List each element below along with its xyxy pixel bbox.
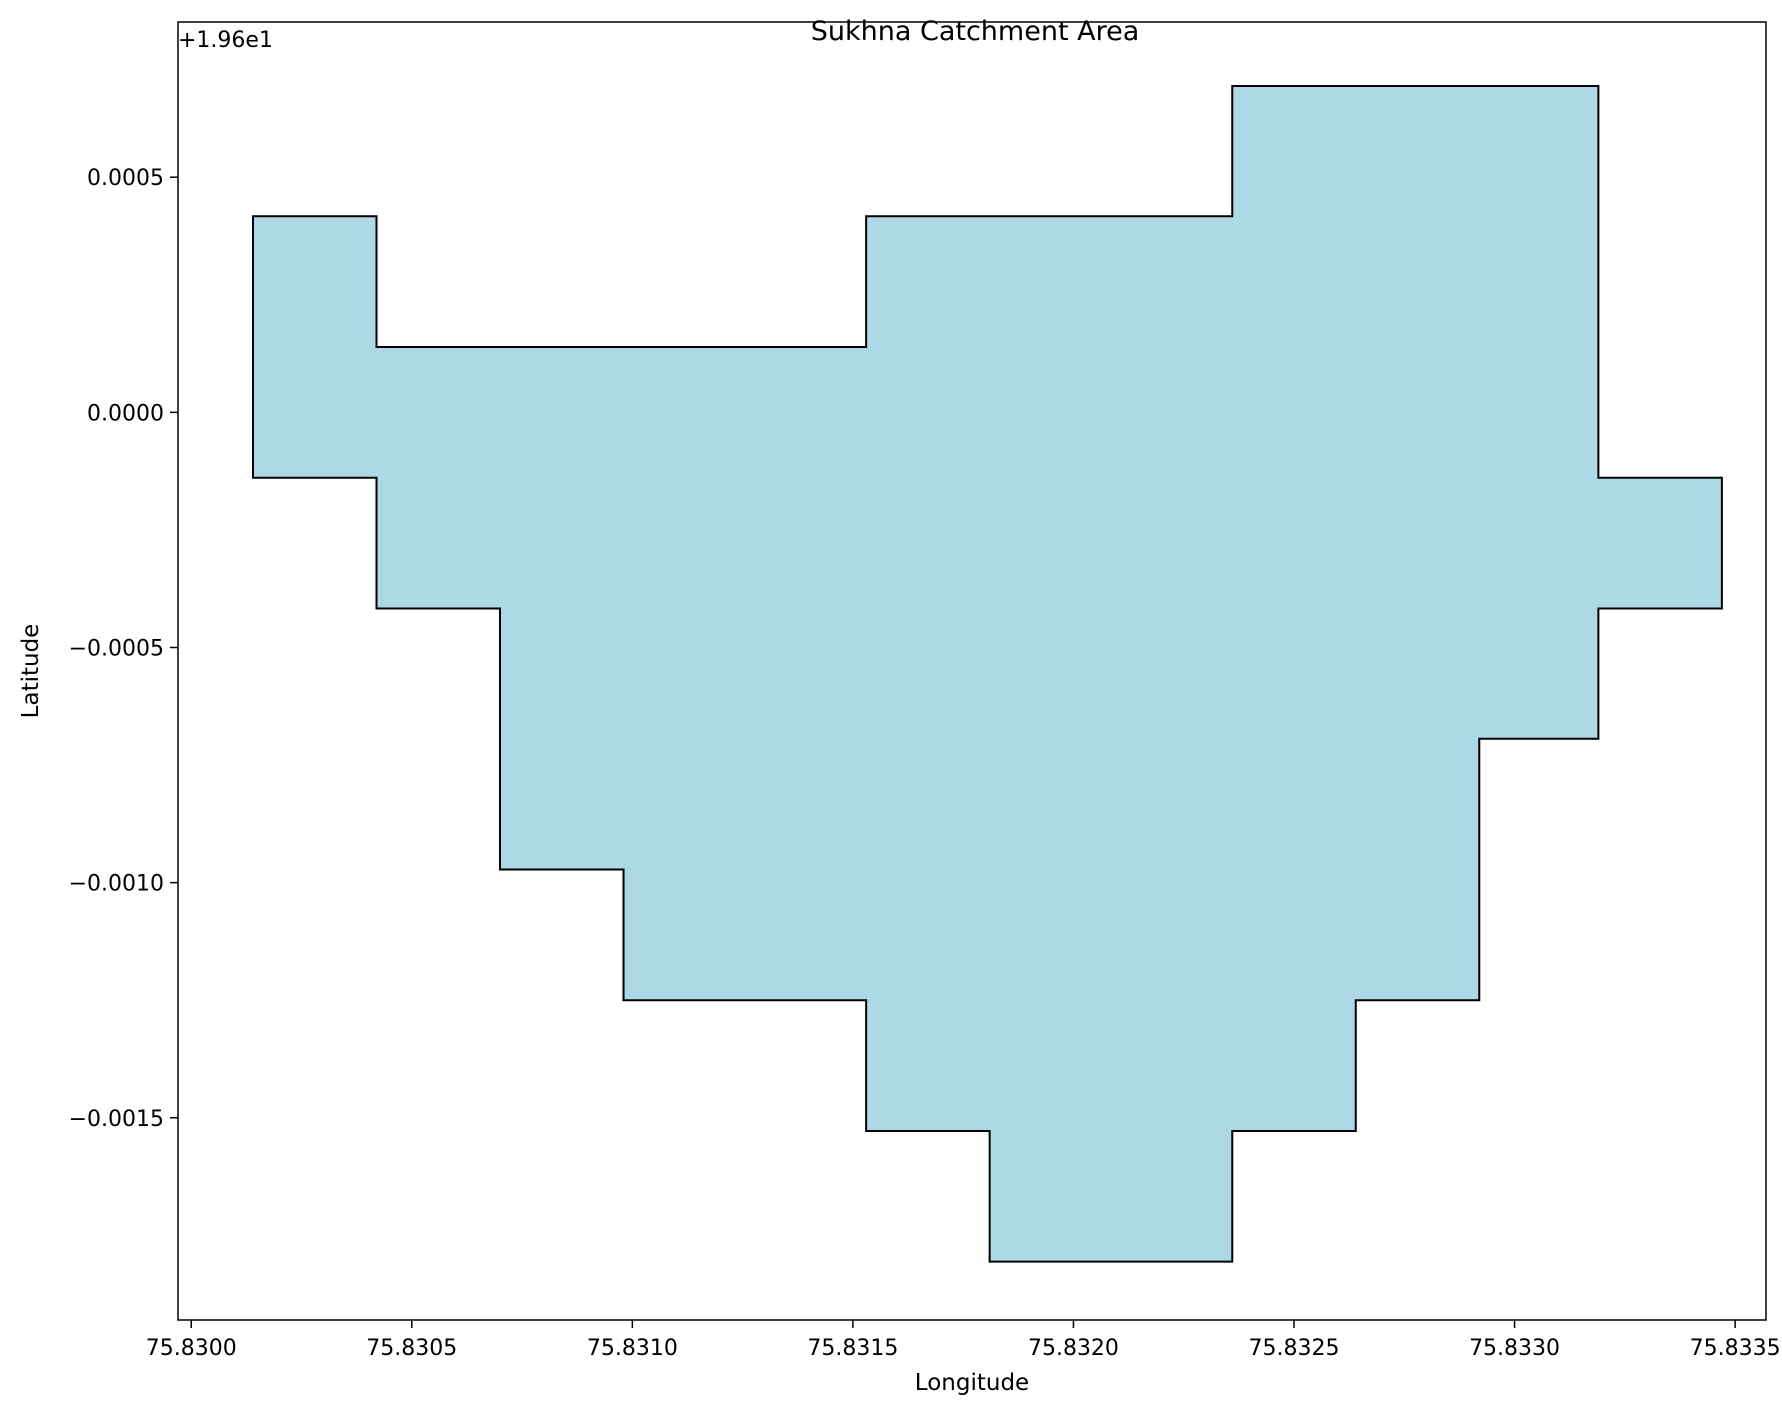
y-tick-label: 0.0000 <box>87 401 164 426</box>
chart-title: Sukhna Catchment Area <box>811 16 1140 47</box>
x-tick-label: 75.8330 <box>1469 1336 1560 1361</box>
plot-area <box>177 21 1767 1321</box>
x-axis-label: Longitude <box>915 1370 1029 1396</box>
y-tick-label: 0.0005 <box>87 166 164 191</box>
x-tick-label: 75.8320 <box>1028 1336 1119 1361</box>
y-axis: 0.0005 0.0000 −0.0005 −0.0010 −0.0015 <box>69 166 178 1132</box>
y-tick-label: −0.0015 <box>69 1107 164 1132</box>
x-tick-label: 75.8300 <box>146 1336 237 1361</box>
x-tick-label: 75.8305 <box>366 1336 457 1361</box>
y-offset-label: +1.96e1 <box>178 28 273 53</box>
x-tick-label: 75.8335 <box>1690 1336 1781 1361</box>
x-tick-label: 75.8310 <box>587 1336 678 1361</box>
y-tick-label: −0.0010 <box>69 872 164 897</box>
x-tick-label: 75.8315 <box>807 1336 898 1361</box>
axes-frame <box>177 21 1767 1321</box>
y-axis-label: Latitude <box>18 624 44 719</box>
x-tick-label: 75.8325 <box>1249 1336 1340 1361</box>
y-tick-label: −0.0005 <box>69 636 164 661</box>
catchment-polygon <box>251 84 1723 1263</box>
x-axis: 75.8300 75.8305 75.8310 75.8315 75.8320 75.83… <box>146 1320 1781 1361</box>
